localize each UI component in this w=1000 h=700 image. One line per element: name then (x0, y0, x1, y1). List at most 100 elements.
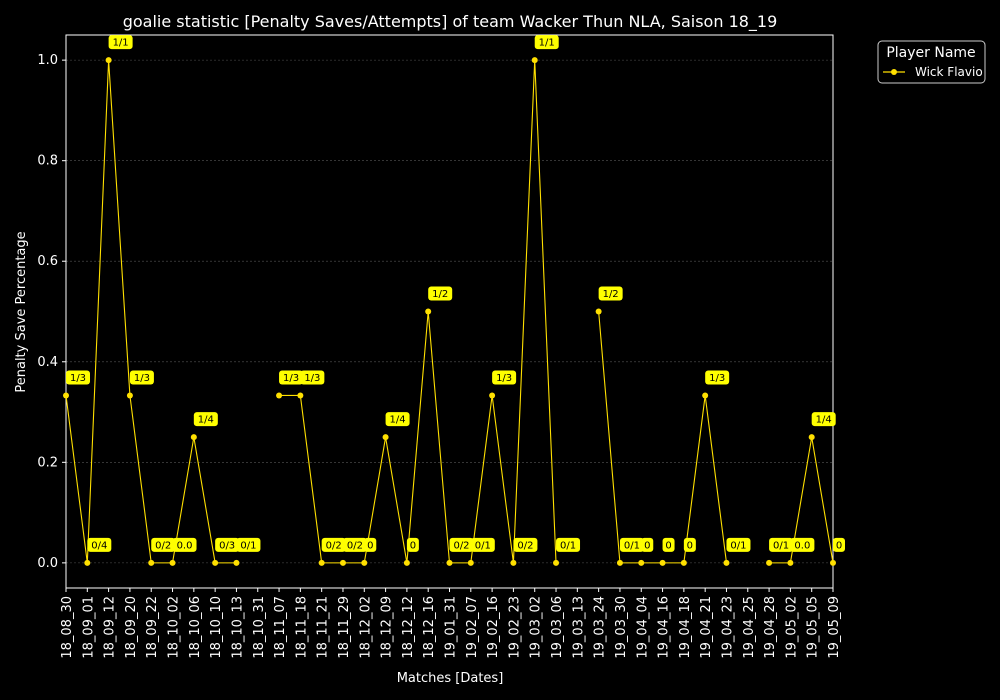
data-label-box (321, 537, 346, 552)
legend-entry: Wick Flavio (915, 65, 983, 79)
x-tick-label: 18_12_12 (401, 596, 416, 659)
x-tick-label: 18_11_07 (273, 596, 288, 659)
data-point (787, 559, 794, 566)
data-label: 0/1 (560, 540, 576, 551)
data-label-box (534, 35, 559, 50)
data-label-box (428, 286, 453, 301)
data-point (638, 559, 645, 566)
data-label-box (619, 537, 644, 552)
x-tick-label: 19_03_06 (550, 596, 565, 659)
x-tick-label: 18_12_09 (380, 596, 395, 659)
data-label-box (662, 537, 675, 552)
data-label: 0/1 (730, 540, 746, 551)
data-point (63, 392, 69, 399)
data-label-box (172, 537, 197, 552)
data-label-box (87, 537, 112, 552)
y-tick-label: 0.4 (37, 355, 58, 370)
x-tick-label: 18_09_01 (81, 596, 96, 659)
data-point (702, 392, 709, 399)
x-tick-label: 19_03_30 (614, 596, 629, 659)
data-point (105, 57, 112, 64)
data-label-box (385, 412, 410, 427)
x-tick-label: 19_03_24 (593, 596, 608, 659)
data-label: 0.0 (794, 540, 810, 551)
data-point (339, 559, 346, 566)
data-label: 0 (665, 540, 671, 551)
x-tick-label: 19_03_13 (571, 596, 586, 659)
data-label-box (556, 537, 581, 552)
data-point (531, 57, 538, 64)
data-label: 0/1 (240, 540, 256, 551)
data-label-box (492, 370, 517, 385)
x-tick-label: 19_04_23 (720, 596, 735, 659)
data-label: 1/3 (709, 373, 725, 384)
y-tick-label: 0.0 (37, 556, 58, 571)
x-axis: 18_08_30 18_09_01 18_09_12 18_09_20 18_09_22… (60, 588, 842, 659)
data-label: 1/2 (432, 289, 448, 300)
data-label-box (151, 537, 176, 552)
data-label-box (833, 537, 845, 552)
data-point (169, 559, 176, 566)
x-tick-label: 19_04_21 (699, 596, 714, 659)
data-label: 1/4 (816, 415, 832, 426)
data-point (318, 559, 325, 566)
x-tick-label: 19_04_28 (763, 596, 778, 659)
series-line-wick-flavio (279, 60, 557, 564)
data-label-box (811, 412, 836, 427)
data-label: 0.0 (177, 540, 193, 551)
data-label: 1/2 (603, 289, 619, 300)
data-point (808, 434, 815, 441)
x-tick-label: 18_10_06 (188, 596, 203, 659)
data-point (148, 559, 155, 566)
data-point (830, 559, 836, 566)
data-label: 0/2 (155, 540, 171, 551)
x-tick-label: 19_04_16 (657, 596, 672, 659)
data-label-box (300, 370, 325, 385)
y-axis: 0.0 0.2 0.4 0.6 0.8 1.0 (37, 53, 66, 571)
data-label-box (705, 370, 730, 385)
data-label-box (726, 537, 751, 552)
data-label: 1/4 (198, 415, 214, 426)
data-label-box (598, 286, 623, 301)
data-point (489, 392, 496, 399)
data-point (659, 559, 666, 566)
legend-point-marker (891, 69, 897, 75)
data-point (446, 559, 453, 566)
data-label: 1/1 (539, 38, 555, 49)
data-point (233, 559, 240, 566)
x-tick-label: 18_09_12 (103, 596, 118, 659)
data-label-box (641, 537, 654, 552)
data-label-box (108, 35, 133, 50)
annotations-layer: 1/3 0/4 1/1 1/3 0/2 0.0 1/4 0/3 0/1 1/3 1/3 0/2 0/2 0… (66, 35, 845, 552)
y-tick-label: 1.0 (37, 53, 58, 68)
data-label-box (769, 537, 794, 552)
data-label-box (215, 537, 240, 552)
x-tick-label: 19_02_16 (486, 596, 501, 659)
data-label-box (470, 537, 495, 552)
data-label: 0/1 (475, 540, 491, 551)
x-tick-label: 18_10_10 (209, 596, 224, 659)
x-tick-label: 19_02_07 (465, 596, 480, 659)
data-label-box (513, 537, 538, 552)
x-tick-label: 19_02_23 (507, 596, 522, 659)
x-tick-label: 19_04_25 (742, 596, 757, 659)
data-label: 0/2 (517, 540, 533, 551)
x-tick-label: 18_11_21 (316, 596, 331, 659)
data-label: 1/3 (134, 373, 150, 384)
x-tick-label: 19_01_31 (444, 596, 459, 659)
data-point (84, 559, 91, 566)
data-point (361, 559, 368, 566)
data-point (680, 559, 687, 566)
x-tick-label: 19_05_09 (827, 596, 842, 659)
data-point (616, 559, 623, 566)
x-tick-label: 19_05_02 (784, 596, 799, 659)
data-label-box (449, 537, 474, 552)
y-tick-label: 0.8 (37, 154, 58, 169)
x-tick-label: 19_04_04 (635, 596, 650, 659)
data-label-box (364, 537, 377, 552)
data-label-box (279, 370, 304, 385)
x-tick-label: 18_08_30 (60, 596, 75, 659)
y-tick-label: 0.2 (37, 455, 58, 470)
x-tick-label: 18_12_16 (422, 596, 437, 659)
